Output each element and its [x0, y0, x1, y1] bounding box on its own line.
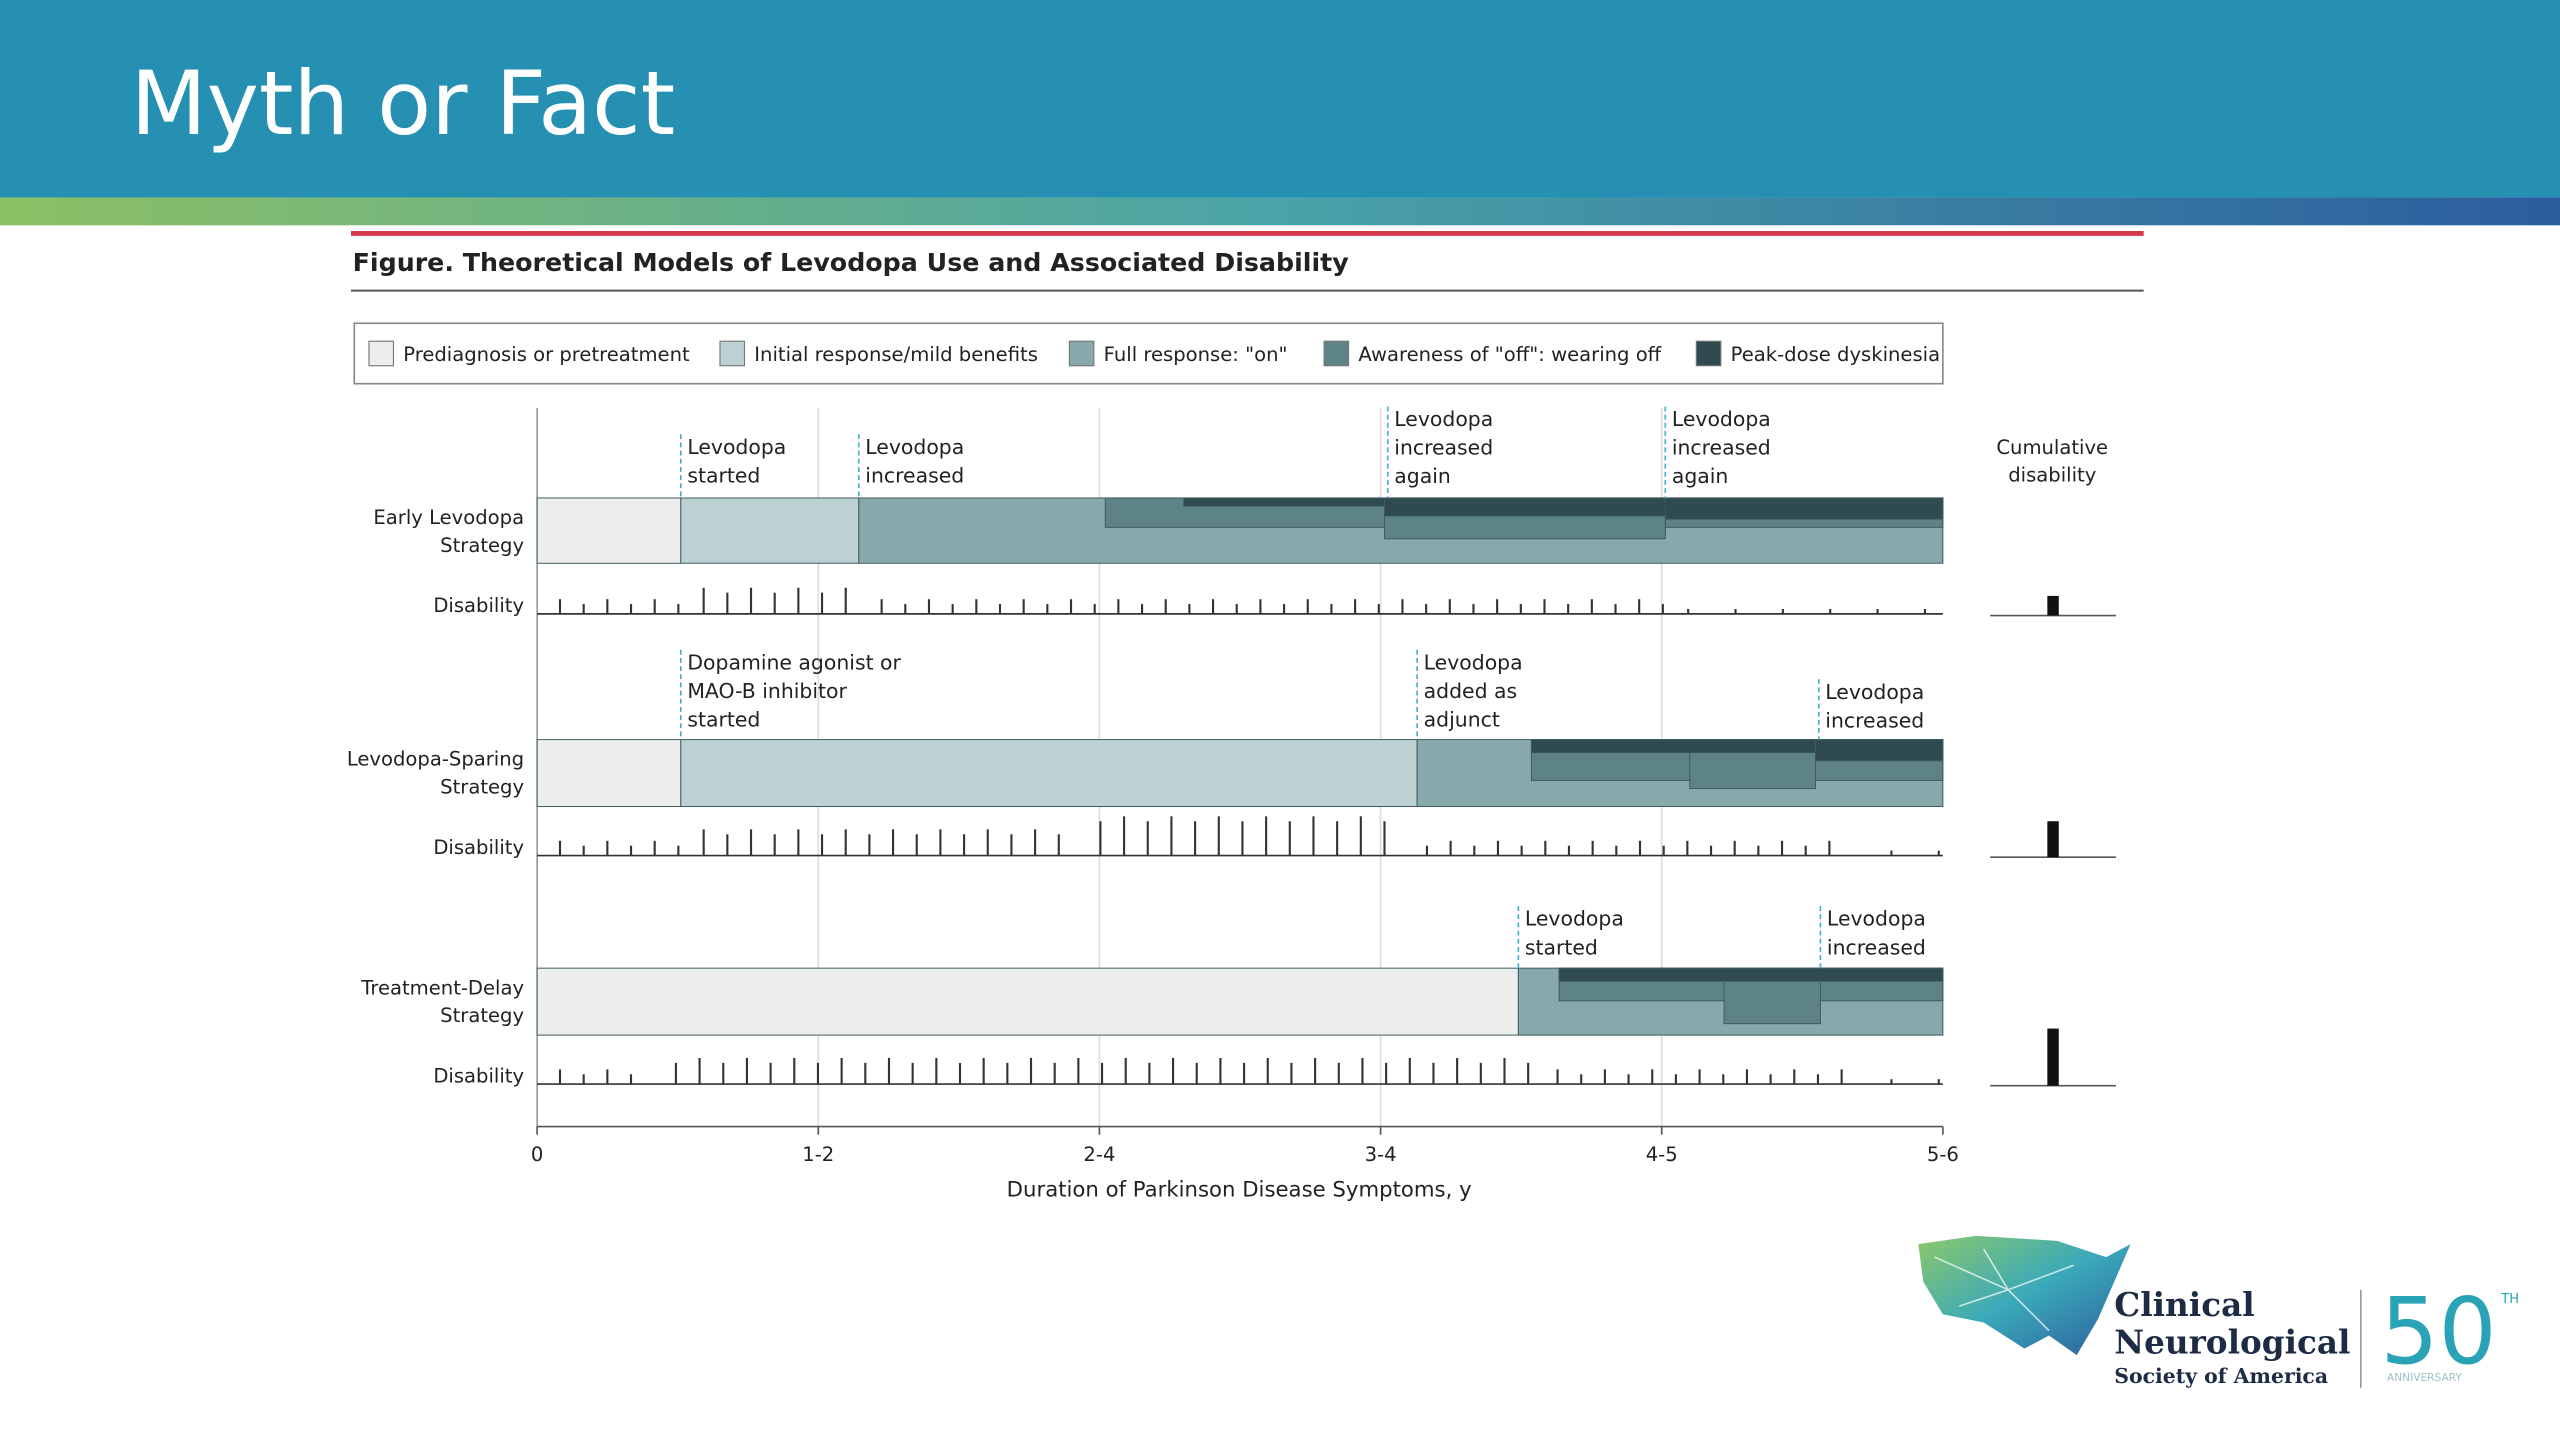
logo-number: 50 [2380, 1278, 2496, 1385]
annotation: Levodopa [687, 435, 786, 459]
legend-label: Initial response/mild benefits [754, 343, 1038, 366]
annotation: increased [1827, 935, 1926, 959]
figure: Prediagnosis or pretreatment Initial resp… [347, 340, 2116, 1203]
bar-segment [680, 497, 860, 564]
bar-segment [536, 739, 682, 808]
x-tick-label: 4-5 [1646, 1143, 1678, 1166]
header-band [0, 0, 2560, 198]
x-tick-label: 3-4 [1365, 1143, 1397, 1166]
row-label: Early Levodopa [373, 506, 524, 529]
legend-box [353, 322, 1944, 385]
legend-swatch [1323, 340, 1350, 367]
bar-segment [1815, 739, 1944, 762]
annotation: MAO-B inhibitor [687, 679, 847, 703]
header-stripe [0, 197, 2560, 226]
bar-segment [536, 967, 1519, 1036]
legend-label: Peak-dose dyskinesia [1731, 343, 1941, 366]
row-label: Levodopa-Sparing [347, 748, 524, 771]
annotation: Levodopa [1825, 680, 1924, 704]
legend-label: Awareness of "off": wearing off [1358, 343, 1661, 366]
bar-segment [1558, 967, 1944, 982]
bar-segment [680, 739, 1418, 808]
annotation: Levodopa [1525, 907, 1624, 931]
annotation: added as [1424, 679, 1517, 703]
logo-network [1934, 1248, 2074, 1332]
cumulative-bar [2047, 1028, 2059, 1086]
logo-tagline: ANNIVERSARY [2387, 1371, 2462, 1384]
annotation: Levodopa [865, 435, 964, 459]
bar-segment [536, 497, 682, 564]
annotation: Levodopa [1672, 407, 1771, 431]
annotation: started [687, 708, 760, 732]
disability-label: Disability [433, 594, 524, 617]
logo-text: Clinical [2114, 1285, 2254, 1324]
annotation: started [1525, 935, 1598, 959]
annotation: started [687, 463, 760, 487]
legend-swatch [719, 340, 746, 367]
annotation: increased [1672, 436, 1771, 460]
x-tick-label: 0 [531, 1143, 543, 1166]
cumulative-bar [2047, 595, 2059, 616]
annotation: again [1672, 464, 1729, 488]
figure-title: Figure. Theoretical Models of Levodopa U… [353, 248, 1350, 277]
logo-text: Society of America [2114, 1364, 2328, 1388]
annotation: Levodopa [1827, 907, 1926, 931]
logo-suffix: TH [2500, 1292, 2519, 1307]
annotation: Levodopa [1394, 407, 1493, 431]
cumulative-label: disability [2008, 464, 2096, 487]
annotation: increased [865, 463, 964, 487]
slide-title: Myth or Fact [131, 52, 676, 155]
row-label: Strategy [440, 534, 524, 557]
legend-swatch [1695, 340, 1722, 367]
disability-label: Disability [433, 836, 524, 859]
x-tick-label: 5-6 [1927, 1143, 1959, 1166]
legend-label: Full response: "on" [1104, 343, 1288, 366]
annotation: again [1394, 464, 1451, 488]
legend-swatch [1068, 340, 1095, 367]
logo: Clinical Neurological Society of America… [1918, 1235, 2519, 1388]
row-label: Strategy [440, 775, 524, 798]
logo-text: Neurological [2114, 1322, 2350, 1361]
x-tick-label: 1-2 [802, 1143, 834, 1166]
legend-label: Prediagnosis or pretreatment [403, 343, 690, 366]
x-axis-label: Duration of Parkinson Disease Symptoms, … [1007, 1178, 1472, 1203]
annotation: adjunct [1424, 708, 1500, 732]
annotation: Levodopa [1424, 650, 1523, 674]
cumulative-bar [2047, 821, 2059, 858]
annotation: Dopamine agonist or [687, 650, 901, 674]
row-label: Strategy [440, 1004, 524, 1027]
row-label: Treatment-Delay [360, 976, 524, 999]
annotation: increased [1394, 436, 1493, 460]
cumulative-label: Cumulative [1996, 436, 2108, 459]
disability-label: Disability [433, 1064, 524, 1087]
logo-map [1918, 1235, 2131, 1356]
annotation: increased [1825, 708, 1924, 732]
x-tick-label: 2-4 [1083, 1143, 1115, 1166]
bar-segment [1664, 497, 1944, 520]
legend-swatch [368, 340, 395, 367]
